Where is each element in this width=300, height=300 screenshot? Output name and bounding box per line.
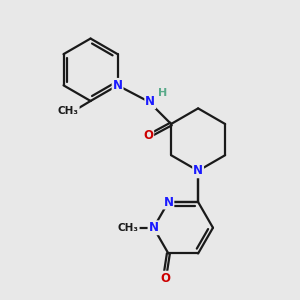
Text: N: N	[193, 164, 203, 177]
Text: H: H	[158, 88, 168, 98]
Text: O: O	[143, 129, 153, 142]
Text: N: N	[164, 196, 173, 208]
Text: N: N	[145, 95, 155, 108]
Text: O: O	[160, 272, 170, 285]
Text: CH₃: CH₃	[118, 223, 139, 233]
Text: CH₃: CH₃	[58, 106, 79, 116]
Text: N: N	[148, 221, 158, 234]
Text: N: N	[112, 79, 123, 92]
